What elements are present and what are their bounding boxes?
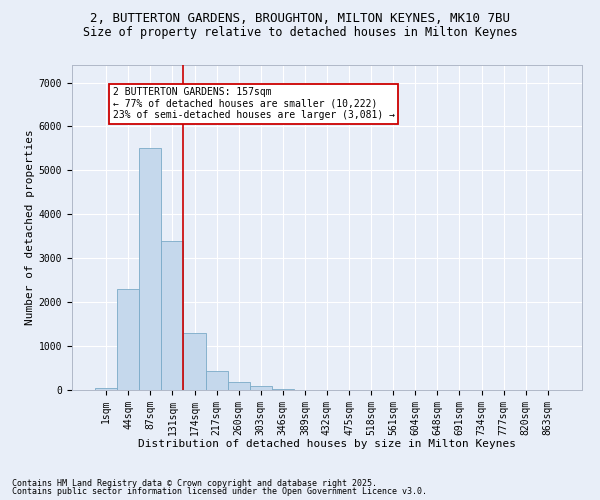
Bar	[272, 389, 294, 390]
Bar	[161, 240, 184, 390]
Bar	[250, 386, 272, 390]
Bar	[139, 148, 161, 390]
Bar	[227, 382, 250, 390]
Y-axis label: Number of detached properties: Number of detached properties	[25, 130, 35, 326]
Text: Contains HM Land Registry data © Crown copyright and database right 2025.: Contains HM Land Registry data © Crown c…	[12, 478, 377, 488]
X-axis label: Distribution of detached houses by size in Milton Keynes: Distribution of detached houses by size …	[138, 439, 516, 449]
Bar	[184, 333, 206, 390]
Text: 2 BUTTERTON GARDENS: 157sqm
← 77% of detached houses are smaller (10,222)
23% of: 2 BUTTERTON GARDENS: 157sqm ← 77% of det…	[113, 87, 395, 120]
Bar	[95, 388, 117, 390]
Bar	[206, 371, 227, 390]
Text: Contains public sector information licensed under the Open Government Licence v3: Contains public sector information licen…	[12, 487, 427, 496]
Bar	[117, 289, 139, 390]
Text: Size of property relative to detached houses in Milton Keynes: Size of property relative to detached ho…	[83, 26, 517, 39]
Text: 2, BUTTERTON GARDENS, BROUGHTON, MILTON KEYNES, MK10 7BU: 2, BUTTERTON GARDENS, BROUGHTON, MILTON …	[90, 12, 510, 26]
